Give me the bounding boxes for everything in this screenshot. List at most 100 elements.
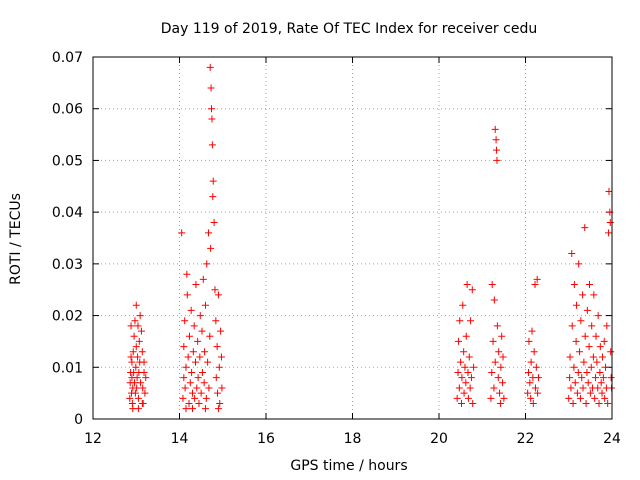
data-point: [488, 281, 496, 289]
x-tick-label: 18: [344, 431, 362, 447]
data-point: [207, 84, 215, 92]
data-point: [189, 348, 197, 356]
data-point: [134, 353, 142, 361]
data-point: [184, 353, 192, 361]
chart-title: Day 119 of 2019, Rate Of TEC Index for r…: [161, 21, 537, 37]
data-point: [208, 105, 216, 113]
data-point: [573, 389, 581, 397]
data-point: [598, 389, 606, 397]
data-point: [191, 394, 199, 402]
data-point: [454, 337, 462, 345]
data-point: [594, 312, 602, 320]
data-point: [592, 374, 600, 382]
data-point: [575, 260, 583, 268]
data-point: [607, 374, 615, 382]
data-point: [491, 125, 499, 133]
data-point: [131, 317, 139, 325]
data-point: [487, 394, 495, 402]
data-point: [595, 399, 603, 407]
data-point: [531, 281, 539, 289]
data-point: [217, 353, 225, 361]
data-point: [134, 405, 142, 413]
data-point: [136, 312, 144, 320]
data-point: [133, 384, 141, 392]
x-tick-label: 22: [517, 431, 535, 447]
data-point: [201, 405, 209, 413]
data-point: [206, 63, 214, 71]
data-point: [583, 306, 591, 314]
data-point: [532, 363, 540, 371]
data-point: [453, 394, 461, 402]
data-point: [138, 399, 146, 407]
data-point: [457, 399, 465, 407]
x-tick-label: 20: [430, 431, 448, 447]
data-point: [466, 384, 474, 392]
data-point: [464, 394, 472, 402]
data-point: [527, 358, 535, 366]
data-point: [470, 363, 478, 371]
data-point: [181, 317, 189, 325]
data-point: [134, 394, 142, 402]
data-point: [216, 399, 224, 407]
data-point: [530, 348, 538, 356]
data-point: [460, 389, 468, 397]
x-tick-label: 24: [603, 431, 621, 447]
data-point: [525, 368, 533, 376]
data-point: [578, 374, 586, 382]
data-point: [463, 281, 471, 289]
data-point: [579, 291, 587, 299]
data-point: [192, 281, 200, 289]
data-point: [602, 363, 610, 371]
data-point: [459, 301, 467, 309]
data-point: [204, 229, 212, 237]
y-tick-label: 0.01: [52, 360, 83, 376]
data-point: [217, 327, 225, 335]
data-point: [567, 384, 575, 392]
data-point: [134, 322, 142, 330]
data-point: [568, 322, 576, 330]
data-point: [141, 389, 149, 397]
data-point: [195, 399, 203, 407]
data-point: [584, 379, 592, 387]
data-point: [131, 389, 139, 397]
data-point: [493, 322, 501, 330]
data-point: [207, 244, 215, 252]
axis-ticks: 12 14 16 18 20 22 24 0 0.01 0.02 0.03 0.04 0.05 0.06 0…: [52, 50, 621, 447]
data-point: [198, 368, 206, 376]
data-point: [209, 177, 217, 185]
data-point: [457, 358, 465, 366]
data-point: [570, 363, 578, 371]
data-point: [492, 136, 500, 144]
data-point: [208, 141, 216, 149]
data-point: [528, 327, 536, 335]
data-point: [573, 301, 581, 309]
data-point: [579, 384, 587, 392]
data-point: [214, 389, 222, 397]
data-points: [126, 63, 616, 413]
data-point: [582, 399, 590, 407]
data-point: [587, 363, 595, 371]
data-point: [210, 218, 218, 226]
data-point: [493, 146, 501, 154]
data-point: [178, 229, 186, 237]
data-point: [180, 343, 188, 351]
data-point: [127, 322, 135, 330]
data-point: [594, 384, 602, 392]
data-point: [188, 368, 196, 376]
y-tick-label: 0.02: [52, 309, 83, 325]
data-point: [183, 270, 191, 278]
x-tick-label: 12: [84, 431, 102, 447]
data-point: [135, 337, 143, 345]
data-point: [488, 368, 496, 376]
data-point: [605, 229, 613, 237]
data-point: [490, 384, 498, 392]
data-point: [534, 389, 542, 397]
data-point: [185, 399, 193, 407]
data-point: [568, 250, 576, 258]
data-point: [456, 317, 464, 325]
data-point: [455, 384, 463, 392]
data-point: [183, 291, 191, 299]
data-point: [586, 389, 594, 397]
data-point: [196, 312, 204, 320]
data-point: [577, 317, 585, 325]
